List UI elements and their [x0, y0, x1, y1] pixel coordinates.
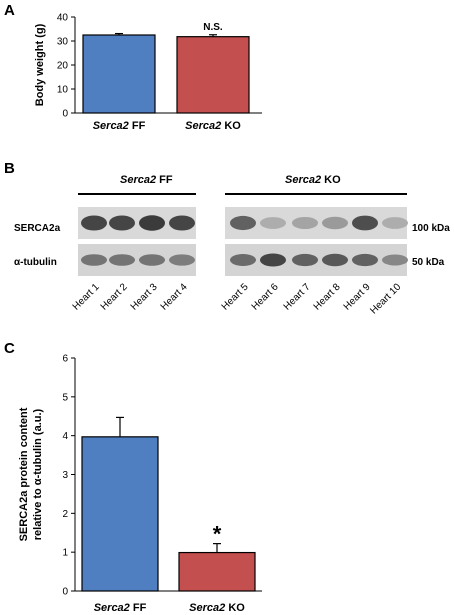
group-ko-prefix: Serca2 [285, 174, 322, 186]
y-tick-label: 20 [57, 61, 69, 72]
x-tick-label: Serca2 KO [189, 602, 245, 614]
row-label-tubulin: α-tubulin [14, 257, 57, 268]
band-serca2a [352, 215, 378, 231]
y-tick-label: 1 [62, 548, 68, 559]
x-tick-label: Serca2 KO [185, 120, 241, 132]
band-tubulin [139, 254, 165, 266]
y-tick-label: 2 [62, 509, 68, 520]
y-tick-label: 40 [57, 13, 69, 24]
band-serca2a [230, 215, 256, 231]
group-ff-suffix: FF [156, 174, 173, 186]
band-tubulin [292, 253, 318, 267]
band-tubulin [230, 254, 256, 266]
x-tick-label: Serca2 FF [94, 602, 147, 614]
group-ko-line [225, 193, 407, 195]
x-tick-label: Serca2 FF [93, 120, 146, 132]
band-tubulin [109, 254, 135, 266]
y-tick-label: 6 [62, 354, 68, 365]
band-tubulin [322, 253, 348, 267]
panel-label-a: A [4, 2, 15, 19]
bar [82, 34, 156, 114]
row-label-serca2a: SERCA2a [14, 223, 61, 234]
band-tubulin [81, 254, 107, 266]
group-ko-suffix: KO [321, 174, 341, 186]
band-serca2a [81, 215, 107, 231]
significance-annotation: N.S. [203, 22, 223, 33]
western-blot: Serca2 FF Serca2 KO SERCA2a α-tubulin 10… [0, 160, 454, 340]
y-tick-label: 0 [62, 587, 68, 598]
band-tubulin [260, 253, 286, 267]
y-tick-label: 0 [62, 109, 68, 120]
blot-group-ff-title: Serca2 FF [120, 174, 173, 186]
y-tick-label: 5 [62, 392, 68, 403]
band-serca2a [169, 215, 195, 231]
blot-group-ko-title: Serca2 KO [285, 174, 341, 186]
significance-annotation: * [213, 522, 222, 547]
y-axis-label-line: SERCA2a protein content [18, 407, 30, 541]
y-tick-label: 3 [62, 470, 68, 481]
group-ff-line [78, 193, 196, 195]
y-tick-label: 10 [57, 85, 69, 96]
band-tubulin [169, 254, 195, 266]
serca2a-content-chart: 0 1 2 3 4 5 6 SERCA2a protein content relative t… [18, 354, 262, 614]
band-serca2a [109, 215, 135, 231]
y-axis-label-line: relative to α-tubulin (a.u.) [32, 408, 44, 540]
band-serca2a [382, 217, 408, 229]
bar [178, 551, 256, 592]
y-tick-label: 30 [57, 37, 69, 48]
band-serca2a [322, 216, 348, 230]
band-serca2a [292, 216, 318, 230]
band-serca2a [139, 215, 165, 231]
band-tubulin [382, 254, 408, 266]
size-100kda: 100 kDa [412, 223, 450, 234]
band-tubulin [352, 253, 378, 267]
size-50kda: 50 kDa [412, 257, 445, 268]
band-serca2a [260, 217, 286, 229]
blot-image [78, 207, 408, 276]
group-ff-prefix: Serca2 [120, 174, 157, 186]
panel-label-b: B [4, 160, 15, 177]
body-weight-chart: 0 10 20 30 40 Body weight (g) Serca2 FF N.S. Ser… [34, 13, 262, 132]
panel-label-c: C [4, 340, 15, 357]
y-axis-label: Body weight (g) [34, 23, 46, 106]
bar [176, 36, 250, 114]
bar [81, 436, 159, 592]
y-tick-label: 4 [62, 431, 68, 442]
